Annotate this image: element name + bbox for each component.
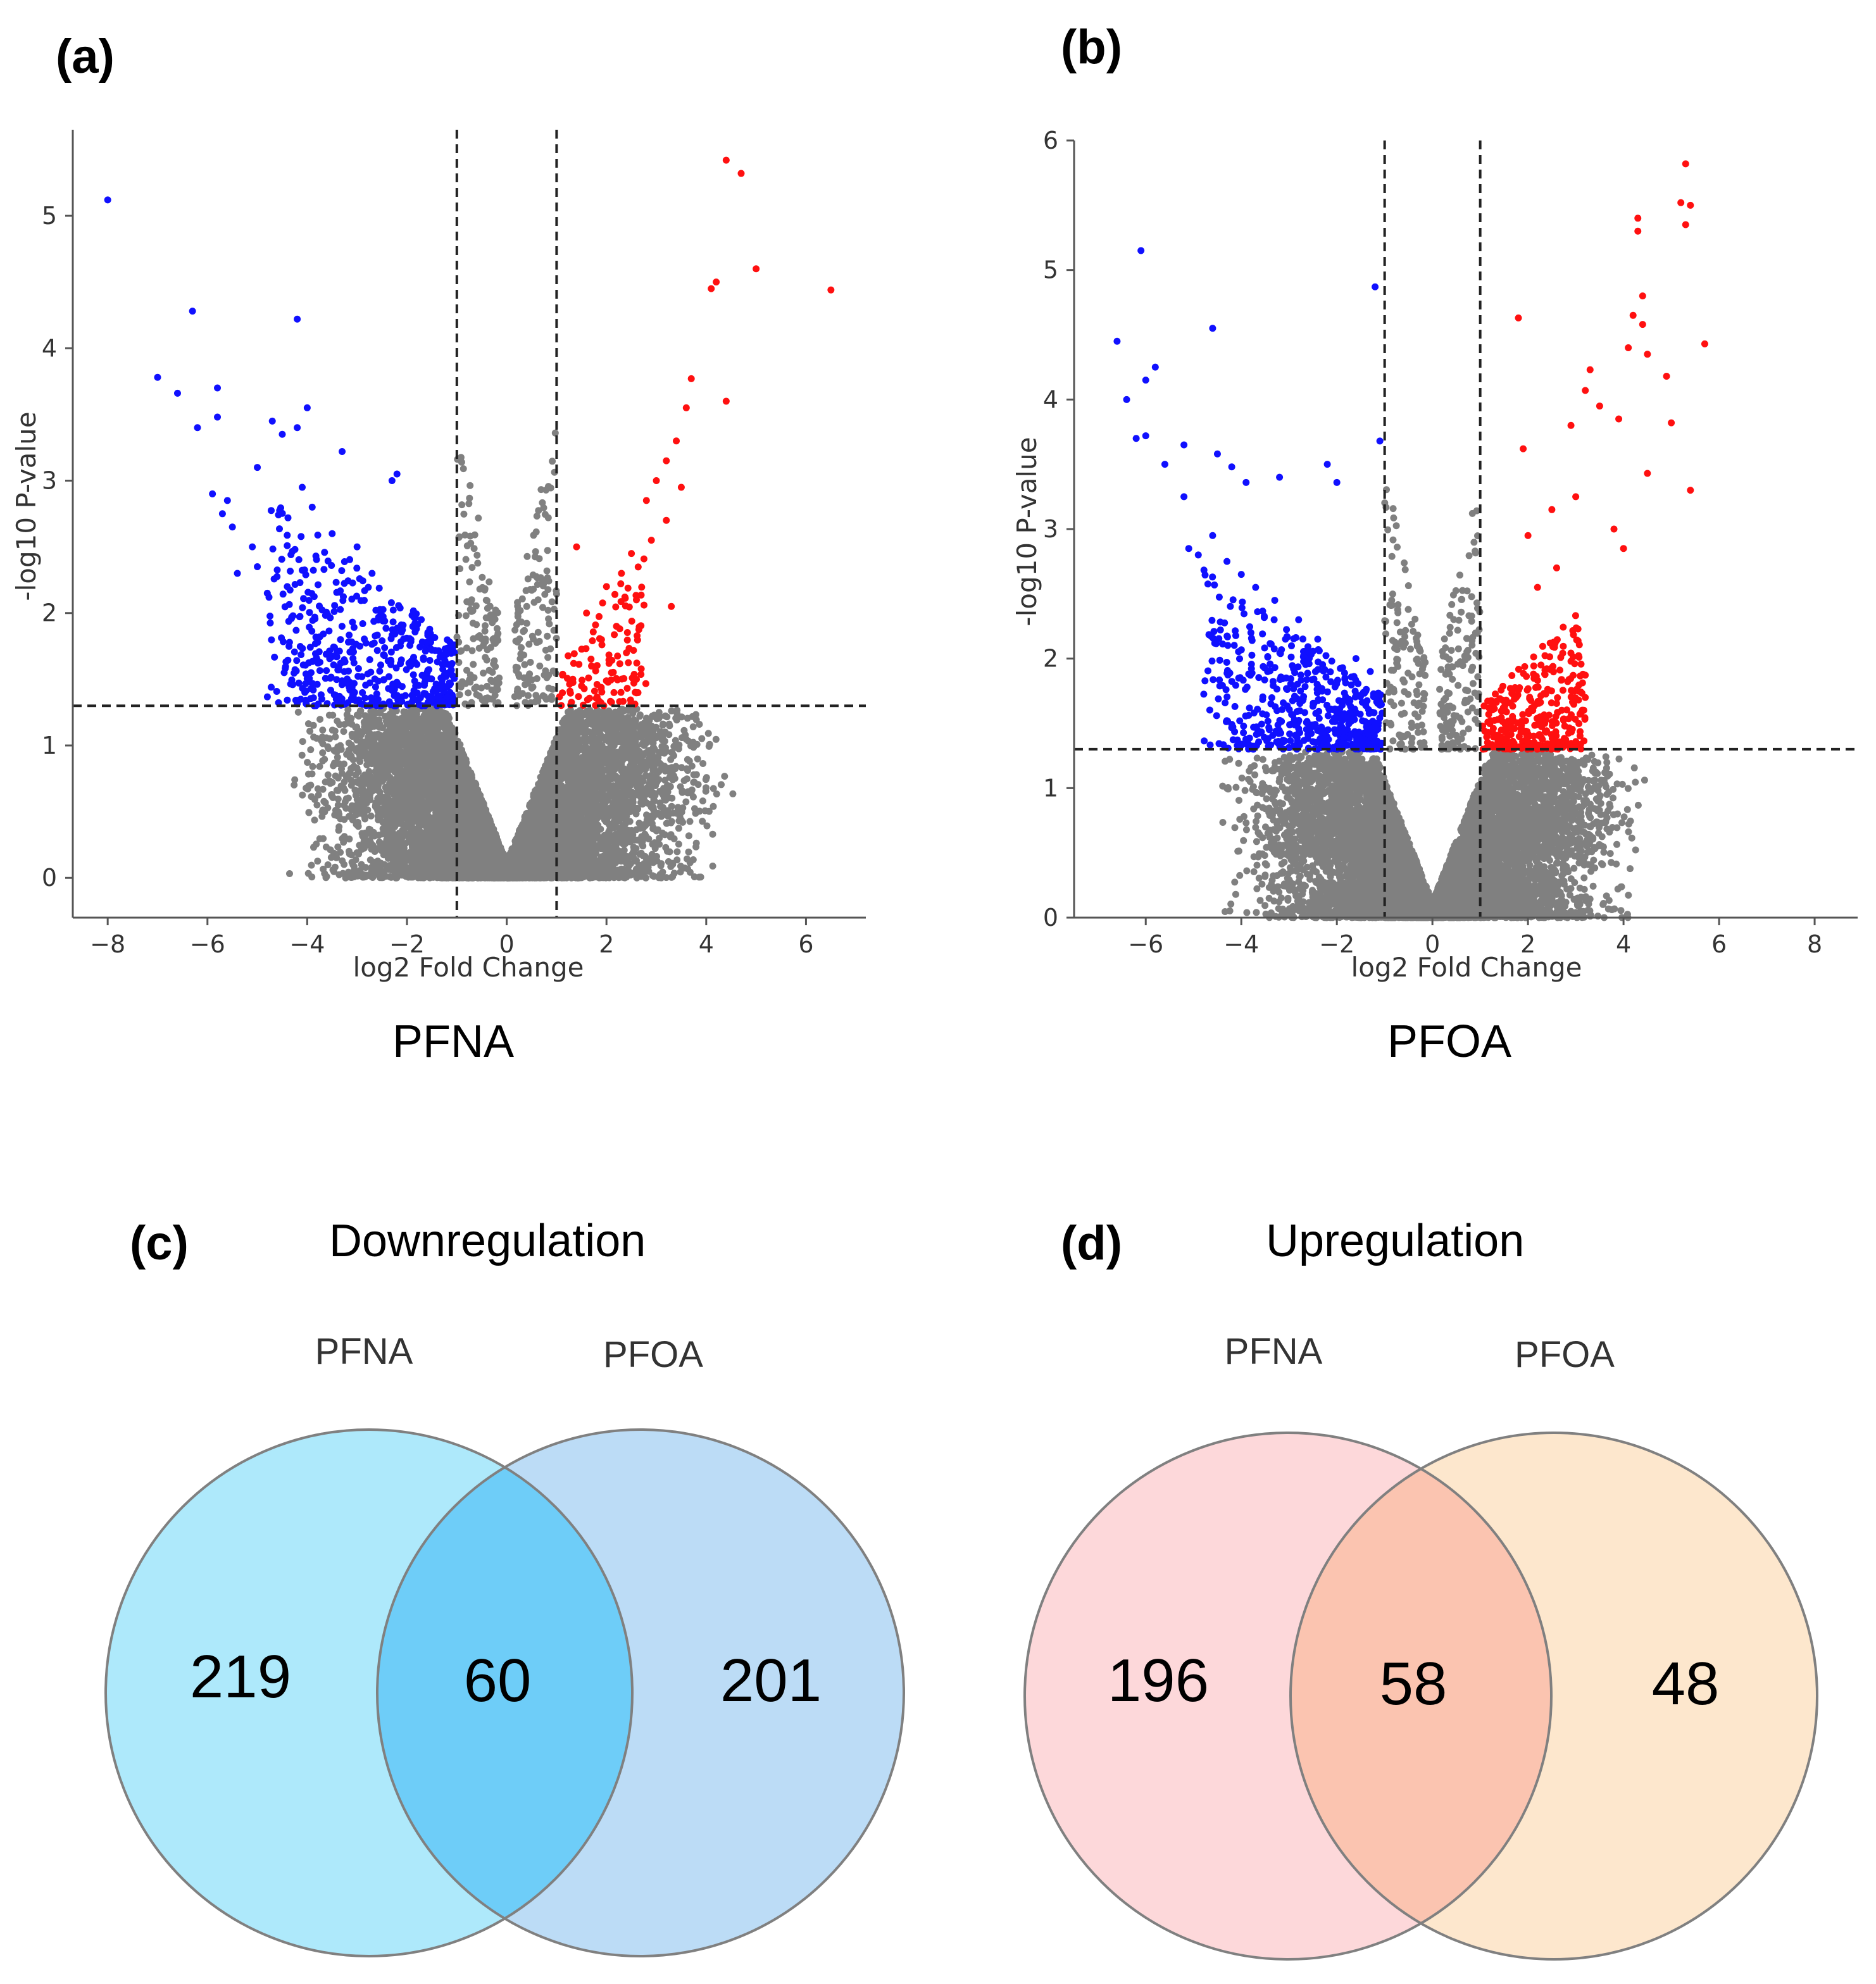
point-not-significant (703, 774, 710, 782)
point-not-significant (319, 749, 327, 756)
point-not-significant (354, 768, 362, 776)
point-not-significant (694, 755, 701, 763)
point-not-significant (675, 825, 682, 832)
point-not-significant (663, 874, 670, 882)
point-not-significant (692, 839, 700, 847)
point-not-significant (682, 798, 690, 806)
point-not-significant (684, 756, 691, 763)
point-not-significant (709, 863, 716, 870)
point-not-significant (729, 790, 737, 797)
point-not-significant (324, 771, 332, 778)
point-not-significant (326, 777, 333, 785)
point-not-significant (713, 790, 720, 798)
point-not-significant (680, 727, 688, 734)
point-not-significant (298, 751, 306, 759)
point-not-significant (341, 802, 347, 809)
point-not-significant (318, 813, 326, 820)
point-not-significant (704, 730, 712, 737)
point-not-significant (340, 728, 347, 735)
point-not-significant (291, 781, 298, 789)
point-not-significant (641, 830, 649, 838)
point-not-significant (353, 711, 361, 719)
point-not-significant (686, 818, 694, 825)
point-not-significant (721, 773, 729, 780)
point-not-significant (709, 830, 716, 838)
point-not-significant (309, 763, 316, 770)
point-not-significant (335, 871, 343, 878)
point-not-significant (319, 727, 327, 734)
point-not-significant (685, 848, 692, 856)
point-not-significant (308, 861, 315, 869)
point-not-significant (653, 852, 660, 860)
point-not-significant (307, 746, 315, 754)
point-not-significant (673, 848, 681, 856)
point-not-significant (308, 873, 316, 881)
point-not-significant (338, 765, 345, 773)
panel-label-a: (a) (56, 30, 115, 84)
point-not-significant (689, 723, 697, 730)
point-not-significant (319, 785, 327, 793)
point-not-significant (294, 708, 302, 716)
point-not-significant (367, 812, 375, 820)
point-not-significant (331, 727, 339, 735)
point-not-significant (328, 791, 335, 798)
point-not-significant (681, 864, 689, 872)
scatter-points (104, 156, 835, 882)
